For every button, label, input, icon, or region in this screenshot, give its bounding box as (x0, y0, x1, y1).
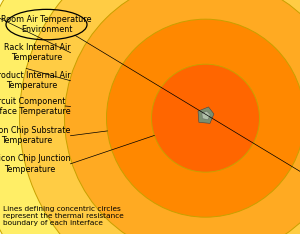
Ellipse shape (64, 0, 300, 234)
Ellipse shape (106, 19, 300, 217)
Ellipse shape (152, 64, 260, 172)
Text: Circuit Component
Surface Temperature: Circuit Component Surface Temperature (0, 97, 70, 116)
Text: Silicon Chip Substrate
Temperature: Silicon Chip Substrate Temperature (0, 126, 70, 145)
Ellipse shape (20, 0, 300, 234)
Text: Rack Internal Air
Temperature: Rack Internal Air Temperature (4, 43, 70, 62)
Text: Room Air Temperature
Environment: Room Air Temperature Environment (1, 15, 92, 34)
Text: Product Internal Air
Temperature: Product Internal Air Temperature (0, 71, 70, 90)
Text: Silicon Chip Junction
Temperature: Silicon Chip Junction Temperature (0, 154, 70, 173)
Text: Lines defining concentric circles
represent the thermal resistance
boundary of e: Lines defining concentric circles repres… (3, 206, 124, 227)
Polygon shape (198, 107, 214, 123)
Polygon shape (202, 111, 210, 120)
